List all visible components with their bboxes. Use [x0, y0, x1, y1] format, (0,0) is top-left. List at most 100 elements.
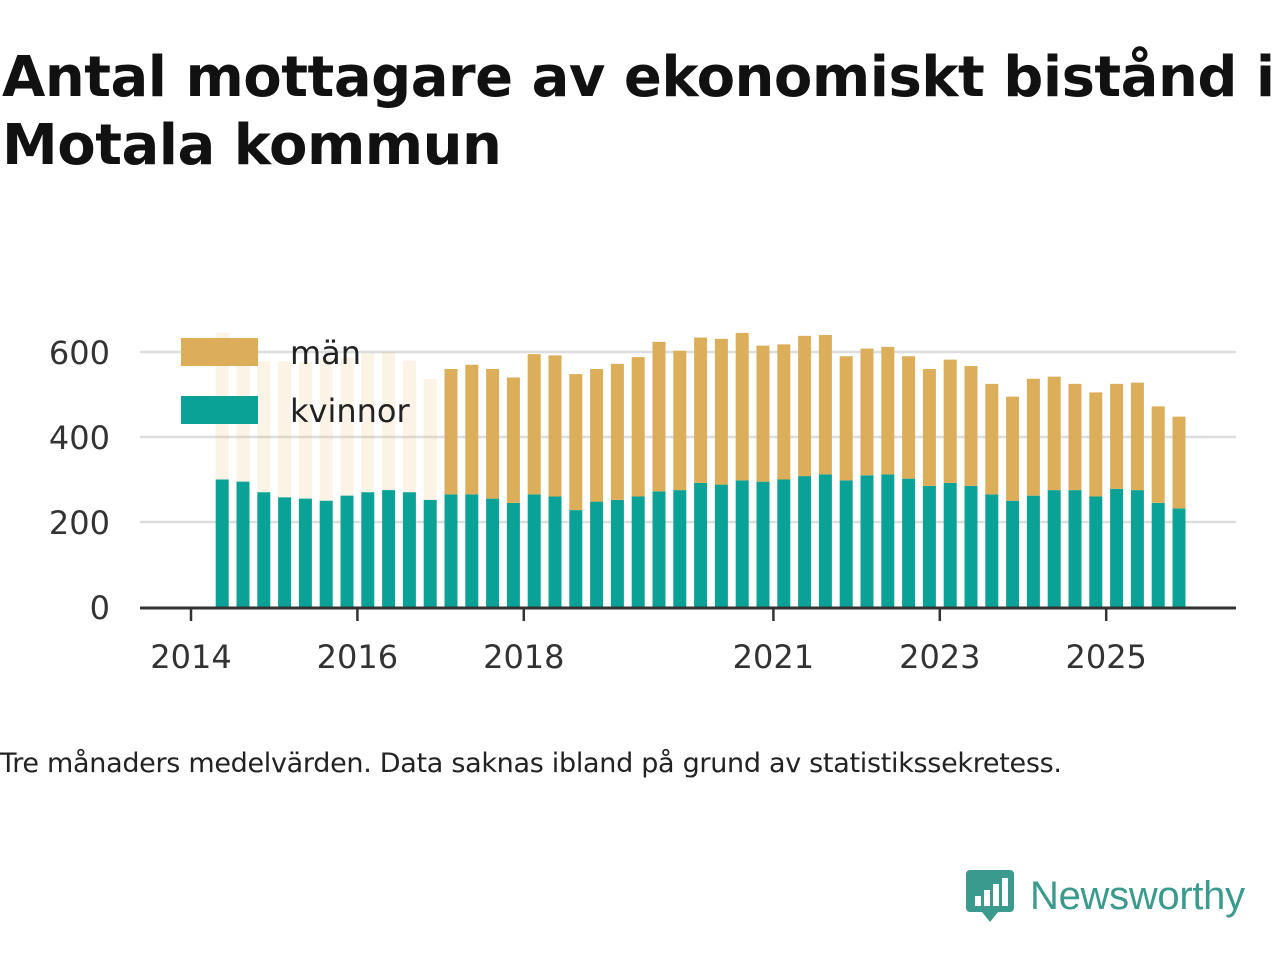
- bar-kvinnor: [569, 510, 583, 607]
- bar-man: [881, 346, 895, 475]
- bar-man: [527, 354, 541, 495]
- bar-man: [714, 338, 728, 485]
- bar-man: [319, 358, 333, 501]
- y-tick-label: 400: [49, 419, 110, 457]
- bar-man: [423, 378, 437, 500]
- y-tick-label: 600: [49, 334, 110, 372]
- bar-kvinnor: [548, 496, 562, 607]
- bar-kvinnor: [610, 499, 624, 607]
- legend-swatch-women: [181, 396, 258, 424]
- bar-man: [1130, 382, 1144, 491]
- bar-kvinnor: [1089, 496, 1103, 607]
- bar-man: [569, 374, 583, 511]
- bar-kvinnor: [1130, 490, 1144, 607]
- bar-kvinnor: [1172, 508, 1186, 607]
- page-title: Antal mottagare av ekonomiskt bistånd i …: [2, 45, 1275, 178]
- bar-kvinnor: [361, 492, 375, 607]
- bar-man: [1047, 376, 1061, 491]
- bar-kvinnor: [777, 479, 791, 607]
- bar-man: [777, 344, 791, 480]
- bar-man: [278, 361, 292, 498]
- bar-man: [798, 335, 812, 477]
- x-tick-label: 2021: [733, 638, 814, 676]
- bar-kvinnor: [382, 490, 396, 607]
- bar-man: [1089, 392, 1103, 497]
- bar-kvinnor: [236, 481, 250, 607]
- footnote: Tre månaders medelvärden. Data saknas ib…: [0, 748, 1062, 779]
- x-tick-label: 2016: [317, 638, 398, 676]
- bar-man: [1172, 416, 1186, 509]
- bar-kvinnor: [590, 501, 604, 607]
- brand-name: Newsworthy: [1030, 873, 1245, 918]
- legend-label-men: män: [290, 334, 361, 372]
- bar-man: [506, 377, 520, 503]
- x-tick-labels: 2014 2016 2018 2021 2023 2025: [150, 609, 1147, 676]
- bar-man: [257, 361, 271, 493]
- bar-kvinnor: [215, 479, 229, 607]
- bar-kvinnor: [922, 485, 936, 607]
- bar-man: [382, 352, 396, 491]
- bar-man: [631, 357, 645, 497]
- bar-man: [444, 369, 458, 495]
- bar-kvinnor: [860, 475, 874, 607]
- x-tick-label: 2018: [483, 638, 564, 676]
- newsworthy-logo-icon: [966, 870, 1014, 922]
- bar-kvinnor: [1026, 495, 1040, 607]
- bar-man: [673, 350, 687, 491]
- bar-man: [1006, 396, 1020, 501]
- bar-man: [361, 352, 375, 493]
- bar-man: [1110, 383, 1124, 489]
- x-tick-label: 2014: [150, 638, 231, 676]
- bar-man: [340, 357, 354, 496]
- bar-man: [818, 335, 832, 475]
- x-tick-label: 2025: [1065, 638, 1146, 676]
- bar-kvinnor: [943, 482, 957, 607]
- bar-kvinnor: [714, 484, 728, 607]
- legend-swatch-men: [181, 338, 258, 366]
- bar-kvinnor: [1047, 490, 1061, 607]
- legend: män kvinnor: [181, 334, 411, 430]
- x-tick-label: 2023: [899, 638, 980, 676]
- bar-man: [548, 355, 562, 497]
- y-tick-label: 200: [49, 504, 110, 542]
- bar-man: [985, 383, 999, 495]
- bar-kvinnor: [1151, 502, 1165, 607]
- bar-man: [902, 356, 916, 479]
- y-tick-labels: 0 200 400 600: [49, 334, 110, 627]
- bar-man: [590, 369, 604, 502]
- bar-kvinnor: [985, 494, 999, 607]
- bar-kvinnor: [340, 495, 354, 607]
- bar-kvinnor: [444, 494, 458, 607]
- bar-kvinnor: [631, 496, 645, 607]
- bar-kvinnor: [818, 474, 832, 607]
- bar-kvinnor: [902, 478, 916, 607]
- bar-man: [1026, 378, 1040, 496]
- bar-kvinnor: [527, 494, 541, 607]
- bar-man: [402, 360, 416, 493]
- legend-label-women: kvinnor: [290, 392, 411, 430]
- bar-man: [652, 341, 666, 492]
- bar-man: [964, 366, 978, 486]
- bar-man: [298, 361, 312, 499]
- bar-kvinnor: [257, 492, 271, 607]
- bar-kvinnor: [1068, 490, 1082, 607]
- bar-man: [839, 356, 853, 481]
- bar-man: [486, 369, 500, 499]
- bars: [215, 332, 1186, 607]
- bar-kvinnor: [964, 485, 978, 607]
- bar-man: [756, 345, 770, 482]
- bar-kvinnor: [465, 494, 479, 607]
- bar-kvinnor: [694, 482, 708, 607]
- bar-man: [735, 332, 749, 481]
- bar-kvinnor: [402, 492, 416, 607]
- bar-kvinnor: [278, 497, 292, 607]
- bar-man: [694, 337, 708, 483]
- bar-kvinnor: [652, 491, 666, 607]
- bar-kvinnor: [798, 476, 812, 607]
- bar-kvinnor: [881, 474, 895, 607]
- bar-kvinnor: [673, 490, 687, 607]
- bar-kvinnor: [506, 502, 520, 607]
- bar-man: [922, 369, 936, 486]
- bar-man: [943, 359, 957, 483]
